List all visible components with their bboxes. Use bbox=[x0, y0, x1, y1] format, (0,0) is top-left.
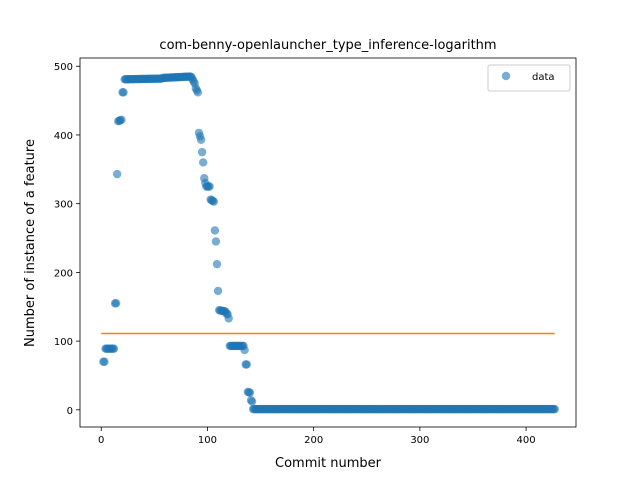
y-tick-label: 100 bbox=[54, 337, 73, 348]
y-tick-label: 500 bbox=[54, 62, 73, 73]
x-tick-label: 0 bbox=[98, 435, 104, 446]
data-point bbox=[247, 397, 257, 406]
legend: data bbox=[487, 64, 571, 92]
data-point bbox=[550, 404, 559, 414]
data-point bbox=[109, 344, 119, 353]
data-point bbox=[210, 226, 220, 235]
data-point bbox=[193, 88, 203, 97]
y-axis-label: Number of instance of a feature bbox=[23, 139, 38, 347]
data-point bbox=[205, 182, 214, 191]
data-point bbox=[119, 88, 128, 97]
legend-marker bbox=[501, 71, 511, 81]
data-point bbox=[212, 259, 222, 269]
data-point bbox=[117, 115, 126, 125]
data-point bbox=[111, 299, 121, 308]
data-point bbox=[112, 169, 122, 179]
data-points bbox=[99, 72, 559, 414]
legend-box bbox=[487, 64, 571, 92]
x-tick-label: 100 bbox=[198, 435, 217, 446]
data-point bbox=[240, 345, 249, 355]
y-tick-label: 0 bbox=[67, 406, 73, 417]
data-point bbox=[245, 388, 255, 397]
data-point bbox=[211, 237, 221, 246]
data-point bbox=[199, 158, 208, 167]
x-tick-label: 300 bbox=[410, 435, 429, 446]
data-point bbox=[209, 197, 219, 206]
chart-title: com-benny-openlauncher_type_inference-lo… bbox=[159, 38, 496, 53]
legend-label: data bbox=[532, 72, 555, 83]
data-point bbox=[224, 314, 233, 323]
x-tick-label: 400 bbox=[517, 435, 536, 446]
y-tick-label: 300 bbox=[54, 200, 73, 211]
data-point bbox=[196, 135, 206, 144]
data-point bbox=[100, 357, 109, 366]
data-point bbox=[213, 286, 223, 296]
y-tick-label: 200 bbox=[54, 268, 73, 279]
x-axis-ticks: 0 100 200 300 400 bbox=[98, 427, 536, 446]
plot-frame bbox=[79, 57, 577, 428]
data-point bbox=[197, 147, 207, 157]
y-axis-ticks: 0 100 200 300 400 500 bbox=[54, 62, 80, 417]
y-tick-label: 400 bbox=[54, 131, 73, 142]
data-point bbox=[242, 360, 251, 369]
x-tick-label: 200 bbox=[304, 435, 323, 446]
x-axis-label: Commit number bbox=[275, 456, 382, 471]
